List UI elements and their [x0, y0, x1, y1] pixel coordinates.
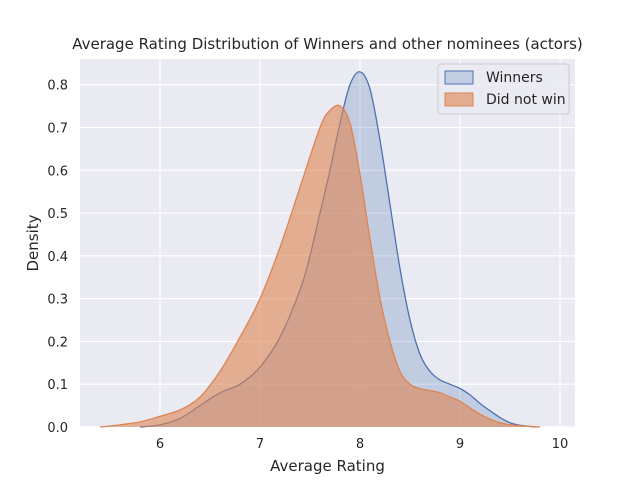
y-tick-label-3: 0.3 [47, 293, 68, 308]
x-tick-labels: 6 7 8 9 10 [156, 437, 568, 452]
y-tick-label-8: 0.8 [47, 79, 68, 94]
legend-label-winners: Winners [486, 70, 543, 86]
y-tick-label-1: 0.1 [47, 378, 68, 393]
legend-swatch-did-not-win [444, 92, 474, 107]
y-tick-labels: 0.0 0.1 0.2 0.3 0.4 0.5 0.6 0.7 0.8 [47, 79, 68, 436]
y-tick-label-6: 0.6 [47, 164, 68, 179]
x-tick-label-4: 10 [552, 437, 569, 452]
y-axis-label: Density [24, 214, 42, 271]
chart-title: Average Rating Distribution of Winners a… [72, 35, 583, 53]
legend-label-did-not-win: Did not win [486, 92, 566, 108]
x-axis-label: Average Rating [270, 457, 385, 475]
y-tick-label-7: 0.7 [47, 121, 68, 136]
x-tick-label-3: 9 [456, 437, 464, 452]
y-tick-label-2: 0.2 [47, 335, 68, 350]
density-line-did-not-win [99, 104, 541, 428]
legend: Winners Did not win [437, 63, 570, 115]
x-tick-label-1: 7 [256, 437, 264, 452]
y-tick-label-4: 0.4 [47, 250, 68, 265]
x-tick-label-2: 8 [356, 437, 364, 452]
y-tick-label-0: 0.0 [47, 421, 68, 436]
density-areas [99, 71, 541, 428]
density-fill-did-not-win [100, 105, 540, 427]
y-tick-label-5: 0.5 [47, 207, 68, 222]
legend-swatch-winners [444, 70, 474, 85]
x-tick-label-0: 6 [156, 437, 164, 452]
